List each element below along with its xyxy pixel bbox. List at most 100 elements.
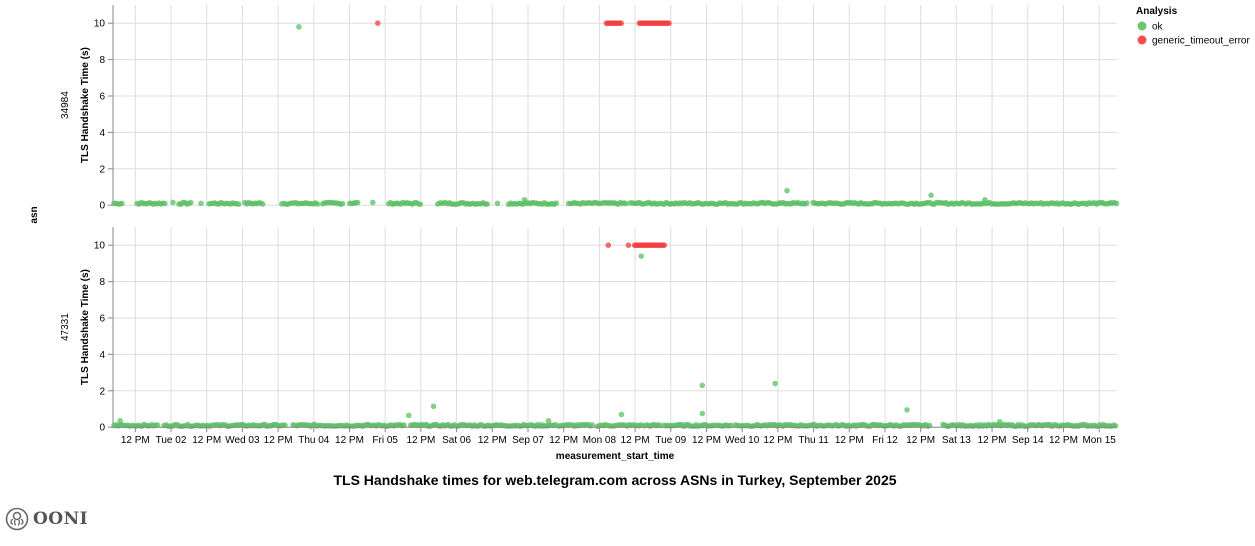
legend-label-timeout[interactable]: generic_timeout_error: [1152, 36, 1250, 47]
x-tick-label: 12 PM: [264, 435, 293, 446]
data-point-ok: [401, 422, 407, 428]
x-tick-label: 12 PM: [835, 435, 864, 446]
data-point-ok: [430, 403, 437, 410]
data-point-ok: [904, 407, 910, 413]
data-point-ok: [314, 201, 321, 207]
x-tick-label: 12 PM: [692, 435, 721, 446]
y-tick-label: 0: [99, 201, 105, 212]
y-tick-label: 10: [94, 19, 106, 30]
data-point-ok: [370, 199, 376, 206]
x-tick-label: 12 PM: [549, 435, 578, 446]
x-tick-label: 12 PM: [906, 435, 935, 446]
x-tick-label: 12 PM: [121, 435, 150, 446]
x-tick-label: Thu 04: [298, 435, 330, 446]
data-point-ok: [1113, 200, 1120, 207]
x-tick-label: 12 PM: [978, 435, 1007, 446]
data-point-generic_timeout_error: [666, 20, 672, 27]
x-tick-label: 12 PM: [478, 435, 507, 446]
y-axis-title: TLS Handshake Time (s): [80, 47, 91, 163]
logo-text: OONI: [33, 509, 89, 529]
y-tick-label: 2: [99, 386, 105, 397]
y-tick-label: 10: [94, 241, 106, 252]
legend-title: Analysis: [1136, 6, 1178, 17]
legend-symbol-ok: [1137, 21, 1147, 31]
legend-symbol-timeout: [1137, 35, 1147, 45]
x-tick-label: Fri 12: [872, 435, 898, 446]
data-point-generic_timeout_error: [605, 242, 612, 248]
data-point-ok: [259, 201, 266, 207]
data-point-ok: [982, 196, 988, 203]
data-point-generic_timeout_error: [374, 20, 381, 27]
x-tick-label: Sat 13: [942, 435, 971, 446]
data-point-ok: [117, 418, 123, 424]
legend: Analysis ok generic_timeout_error: [1136, 6, 1250, 47]
data-point-ok: [589, 422, 595, 428]
panel-asn-47331: 0 2 4 6 8 10 TLS Handshake Time (s) 47331: [60, 227, 1119, 434]
data-point-ok: [699, 410, 706, 417]
data-point-ok: [484, 201, 491, 207]
x-tick-label: Thu 11: [798, 435, 829, 446]
x-tick-label: 12 PM: [621, 435, 650, 446]
data-point-ok: [282, 422, 288, 429]
x-tick-label: Wed 03: [225, 435, 260, 446]
legend-label-ok[interactable]: ok: [1152, 22, 1164, 33]
x-tick-label: Sep 14: [1012, 435, 1044, 446]
ooni-logo: OONI: [5, 507, 88, 531]
data-point-ok: [119, 200, 125, 207]
x-tick-label: Wed 10: [725, 435, 760, 446]
x-tick-label: Tue 09: [655, 435, 686, 446]
row-label-asn: 34984: [60, 91, 71, 119]
data-point-ok: [339, 200, 346, 207]
data-point-ok: [638, 253, 645, 259]
y-tick-label: 8: [99, 55, 105, 66]
data-point-generic_timeout_error: [661, 242, 668, 248]
data-point-ok: [699, 382, 706, 389]
data-point-ok: [405, 412, 412, 419]
data-point-ok: [772, 380, 778, 387]
panel-asn-34984: 0 2 4 6 8 10 TLS Handshake Time (s) 34984: [60, 5, 1120, 212]
data-point-ok: [296, 24, 302, 30]
data-point-ok: [235, 201, 242, 207]
data-point-ok: [521, 196, 528, 203]
y-axis-title: TLS Handshake Time (s): [80, 269, 91, 385]
x-tick-label: Sep 07: [512, 435, 544, 446]
data-point-ok: [198, 200, 204, 207]
data-point-ok: [1112, 422, 1119, 429]
y-tick-label: 8: [99, 277, 105, 288]
y-tick-label: 6: [99, 314, 105, 325]
x-tick-label: Fri 05: [372, 435, 398, 446]
data-point-ok: [188, 199, 194, 206]
chart-title: TLS Handshake times for web.telegram.com…: [333, 472, 896, 488]
x-tick-label: Tue 02: [156, 435, 187, 446]
y-tick-label: 4: [99, 128, 105, 139]
data-point-ok: [162, 200, 168, 207]
data-point-ok: [417, 201, 424, 208]
data-point-ok: [354, 199, 361, 206]
data-point-ok: [553, 200, 560, 206]
data-point-ok: [996, 418, 1003, 425]
y-tick-label: 2: [99, 164, 105, 175]
x-tick-label: 12 PM: [1049, 435, 1078, 446]
ooni-octopus-icon: [5, 507, 29, 531]
y-tick-label: 4: [99, 350, 105, 361]
data-point-ok: [170, 199, 176, 206]
x-tick-label: 12 PM: [763, 435, 792, 446]
data-point-ok: [154, 422, 161, 428]
data-point-ok: [618, 411, 625, 418]
x-tick-label: 12 PM: [335, 435, 364, 446]
data-point-generic_timeout_error: [625, 242, 632, 248]
y-tick-label: 6: [99, 92, 105, 103]
row-axis-title: asn: [29, 206, 40, 223]
data-point-ok: [928, 192, 934, 198]
x-tick-label: Sat 06: [442, 435, 471, 446]
x-axis-title: measurement_start_time: [556, 451, 675, 462]
data-point-ok: [623, 200, 629, 207]
x-tick-label: 12 PM: [192, 435, 221, 446]
data-point-generic_timeout_error: [618, 20, 624, 27]
x-tick-label: Mon 08: [583, 435, 617, 446]
data-point-ok: [784, 187, 790, 194]
x-tick-label: 12 PM: [406, 435, 435, 446]
data-point-ok: [545, 418, 552, 424]
